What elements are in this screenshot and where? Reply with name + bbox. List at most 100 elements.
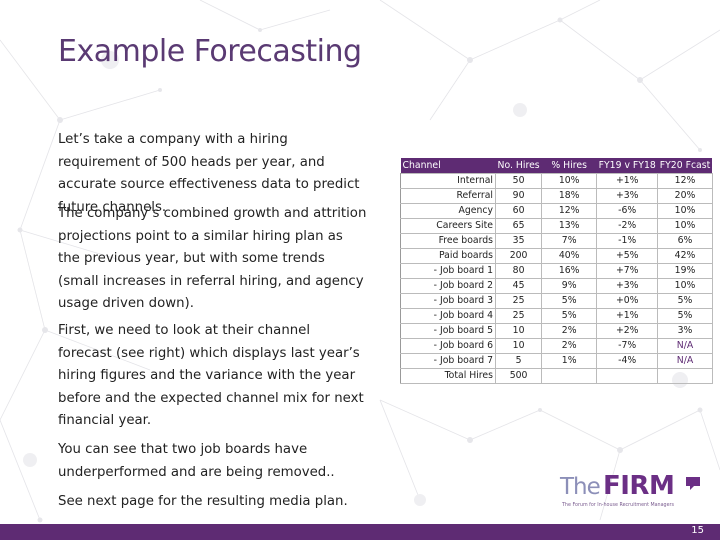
cell-no-hires: 200	[494, 247, 543, 264]
cell-channel: Careers Site	[400, 217, 496, 234]
cell-pct-hires: 9%	[541, 277, 598, 294]
cell-pct-hires: 16%	[541, 262, 598, 279]
cell-fy19-v-fy18: +0%	[596, 292, 659, 309]
cell-no-hires: 500	[494, 367, 543, 384]
next-page-paragraph: See next page for the resulting media pl…	[58, 494, 348, 509]
table-row: Referral 90 18% +3% 20%	[400, 187, 713, 204]
cell-channel: Internal	[400, 172, 496, 189]
cell-fy19-v-fy18	[596, 367, 659, 384]
header-channel: Channel	[400, 158, 496, 173]
cell-channel: - Job board 3	[400, 292, 496, 309]
header-no-hires: No. Hires	[495, 158, 542, 173]
table-row: - Job board 7 5 1% -4% N/A	[400, 352, 713, 369]
table-row: - Job board 3 25 5% +0% 5%	[400, 292, 713, 309]
table-row: - Job board 1 80 16% +7% 19%	[400, 262, 713, 279]
header-pct-hires: % Hires	[541, 158, 597, 173]
cell-fy19-v-fy18: -2%	[596, 217, 659, 234]
cell-channel: Referral	[400, 187, 496, 204]
cell-fy20-fcast: 10%	[657, 217, 713, 234]
cell-channel: - Job board 7	[400, 352, 496, 369]
cell-fy20-fcast: N/A	[657, 352, 713, 369]
cell-fy19-v-fy18: -7%	[596, 337, 659, 354]
underperformed-paragraph: You can see that two job boards have und…	[58, 442, 335, 480]
cell-pct-hires: 13%	[541, 217, 598, 234]
cell-fy20-fcast: 3%	[657, 322, 713, 339]
cell-pct-hires: 1%	[541, 352, 598, 369]
cell-fy19-v-fy18: +1%	[596, 172, 659, 189]
cell-channel: Total Hires	[400, 367, 496, 384]
cell-pct-hires: 5%	[541, 292, 598, 309]
table-row: Careers Site 65 13% -2% 10%	[400, 217, 713, 234]
cell-fy19-v-fy18: +2%	[596, 322, 659, 339]
cell-channel: - Job board 5	[400, 322, 496, 339]
cell-fy19-v-fy18: +3%	[596, 187, 659, 204]
cell-no-hires: 65	[494, 217, 543, 234]
cell-no-hires: 10	[494, 322, 543, 339]
cell-channel: Paid boards	[400, 247, 496, 264]
cell-pct-hires	[541, 367, 598, 384]
channel-forecast-table: Channel No. Hires % Hires FY19 v FY18 FY…	[400, 158, 713, 384]
cell-fy20-fcast: 10%	[657, 277, 713, 294]
cell-pct-hires: 5%	[541, 307, 598, 324]
cell-no-hires: 60	[494, 202, 543, 219]
logo-tagline: The Forum for In-house Recruitment Manag…	[562, 503, 675, 508]
cell-fy19-v-fy18: -1%	[596, 232, 659, 249]
cell-no-hires: 25	[494, 292, 543, 309]
cell-pct-hires: 12%	[541, 202, 598, 219]
cell-fy20-fcast: 42%	[657, 247, 713, 264]
cell-channel: Agency	[400, 202, 496, 219]
cell-fy20-fcast	[657, 367, 713, 384]
cell-fy20-fcast: 19%	[657, 262, 713, 279]
logo-the-text: The	[560, 474, 601, 500]
header-fy19-v-fy18: FY19 v FY18	[596, 158, 658, 173]
cell-pct-hires: 2%	[541, 337, 598, 354]
logo-firm-text: FIRM	[603, 471, 675, 501]
cell-pct-hires: 7%	[541, 232, 598, 249]
table-row: - Job board 4 25 5% +1% 5%	[400, 307, 713, 324]
channel-forecast-paragraph: First, we need to look at their channel …	[58, 323, 364, 428]
cell-channel: - Job board 6	[400, 337, 496, 354]
cell-fy20-fcast: 6%	[657, 232, 713, 249]
cell-pct-hires: 18%	[541, 187, 598, 204]
cell-fy20-fcast: 10%	[657, 202, 713, 219]
cell-no-hires: 35	[494, 232, 543, 249]
table-row: Agency 60 12% -6% 10%	[400, 202, 713, 219]
cell-fy19-v-fy18: +5%	[596, 247, 659, 264]
page-title: Example Forecasting	[58, 34, 362, 69]
cell-pct-hires: 2%	[541, 322, 598, 339]
table-row: - Job board 6 10 2% -7% N/A	[400, 337, 713, 354]
intro-paragraph: Let’s take a company with a hiring requi…	[58, 132, 360, 215]
cell-pct-hires: 40%	[541, 247, 598, 264]
cell-channel: - Job board 2	[400, 277, 496, 294]
cell-fy19-v-fy18: +3%	[596, 277, 659, 294]
cell-no-hires: 45	[494, 277, 543, 294]
cell-no-hires: 5	[494, 352, 543, 369]
table-row: Total Hires 500	[400, 367, 713, 384]
page-number: 15	[691, 525, 704, 536]
cell-fy20-fcast: 5%	[657, 292, 713, 309]
cell-channel: - Job board 1	[400, 262, 496, 279]
header-fy20-fcast: FY20 Fcast	[657, 158, 713, 173]
table-row: Paid boards 200 40% +5% 42%	[400, 247, 713, 264]
speech-bubble-icon	[686, 477, 700, 490]
the-firm-logo: The FIRM The Forum for In-house Recruitm…	[560, 470, 710, 516]
footer-bar: 15	[0, 524, 720, 540]
table-row: Internal 50 10% +1% 12%	[400, 172, 713, 189]
cell-fy20-fcast: N/A	[657, 337, 713, 354]
cell-channel: Free boards	[400, 232, 496, 249]
cell-channel: - Job board 4	[400, 307, 496, 324]
table-row: - Job board 2 45 9% +3% 10%	[400, 277, 713, 294]
cell-pct-hires: 10%	[541, 172, 598, 189]
cell-no-hires: 25	[494, 307, 543, 324]
cell-fy19-v-fy18: +7%	[596, 262, 659, 279]
table-row: - Job board 5 10 2% +2% 3%	[400, 322, 713, 339]
cell-no-hires: 50	[494, 172, 543, 189]
table-header-row: Channel No. Hires % Hires FY19 v FY18 FY…	[400, 158, 713, 173]
cell-fy19-v-fy18: -6%	[596, 202, 659, 219]
cell-no-hires: 10	[494, 337, 543, 354]
cell-fy20-fcast: 12%	[657, 172, 713, 189]
cell-no-hires: 80	[494, 262, 543, 279]
cell-fy20-fcast: 20%	[657, 187, 713, 204]
cell-fy19-v-fy18: -4%	[596, 352, 659, 369]
